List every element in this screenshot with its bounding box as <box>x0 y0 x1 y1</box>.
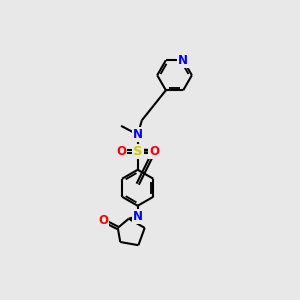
Text: N: N <box>133 210 143 223</box>
Text: N: N <box>178 54 188 67</box>
Text: O: O <box>98 214 108 227</box>
Text: N: N <box>133 128 143 141</box>
Text: O: O <box>149 145 159 158</box>
Text: N: N <box>133 210 143 223</box>
Text: S: S <box>133 145 142 158</box>
Text: O: O <box>116 145 126 158</box>
